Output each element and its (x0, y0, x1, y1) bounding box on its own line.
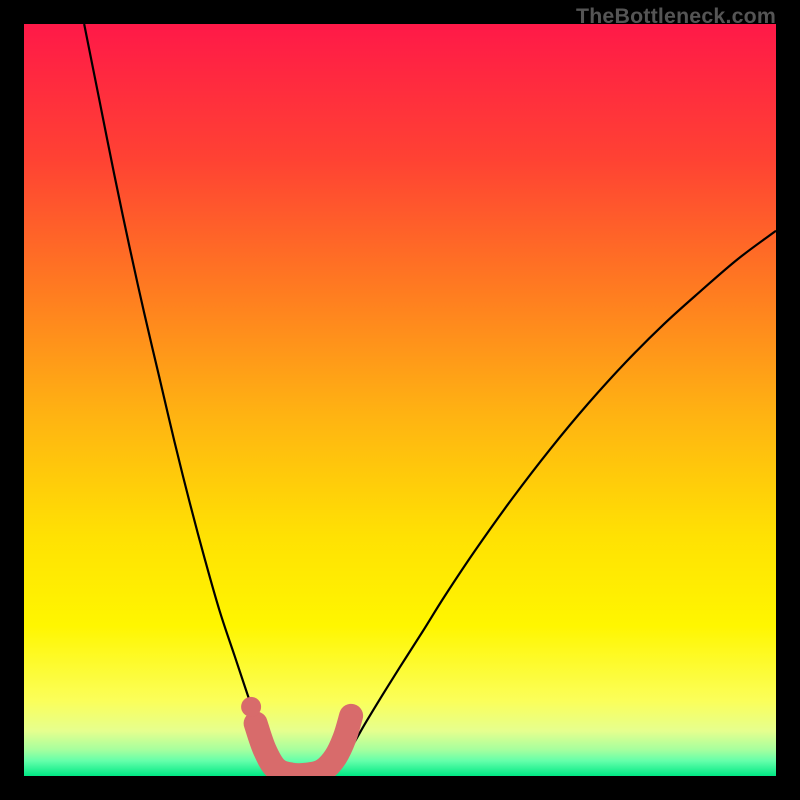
watermark-text: TheBottleneck.com (576, 4, 776, 29)
chart-frame: TheBottleneck.com (0, 0, 800, 800)
chart-svg (0, 0, 800, 800)
gradient-background (24, 24, 776, 776)
marker-dot (241, 697, 261, 717)
